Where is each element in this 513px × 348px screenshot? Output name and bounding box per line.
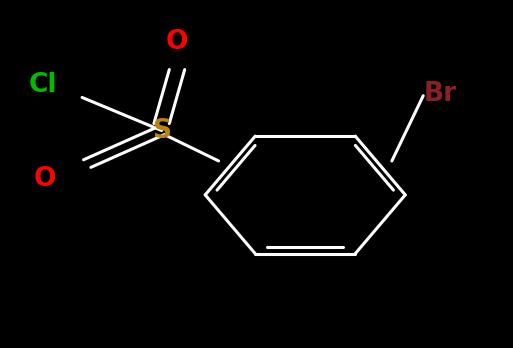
Text: O: O [34, 166, 56, 192]
Text: Cl: Cl [28, 72, 57, 98]
Text: O: O [166, 29, 188, 55]
Text: S: S [152, 118, 171, 143]
Text: Br: Br [423, 81, 457, 107]
